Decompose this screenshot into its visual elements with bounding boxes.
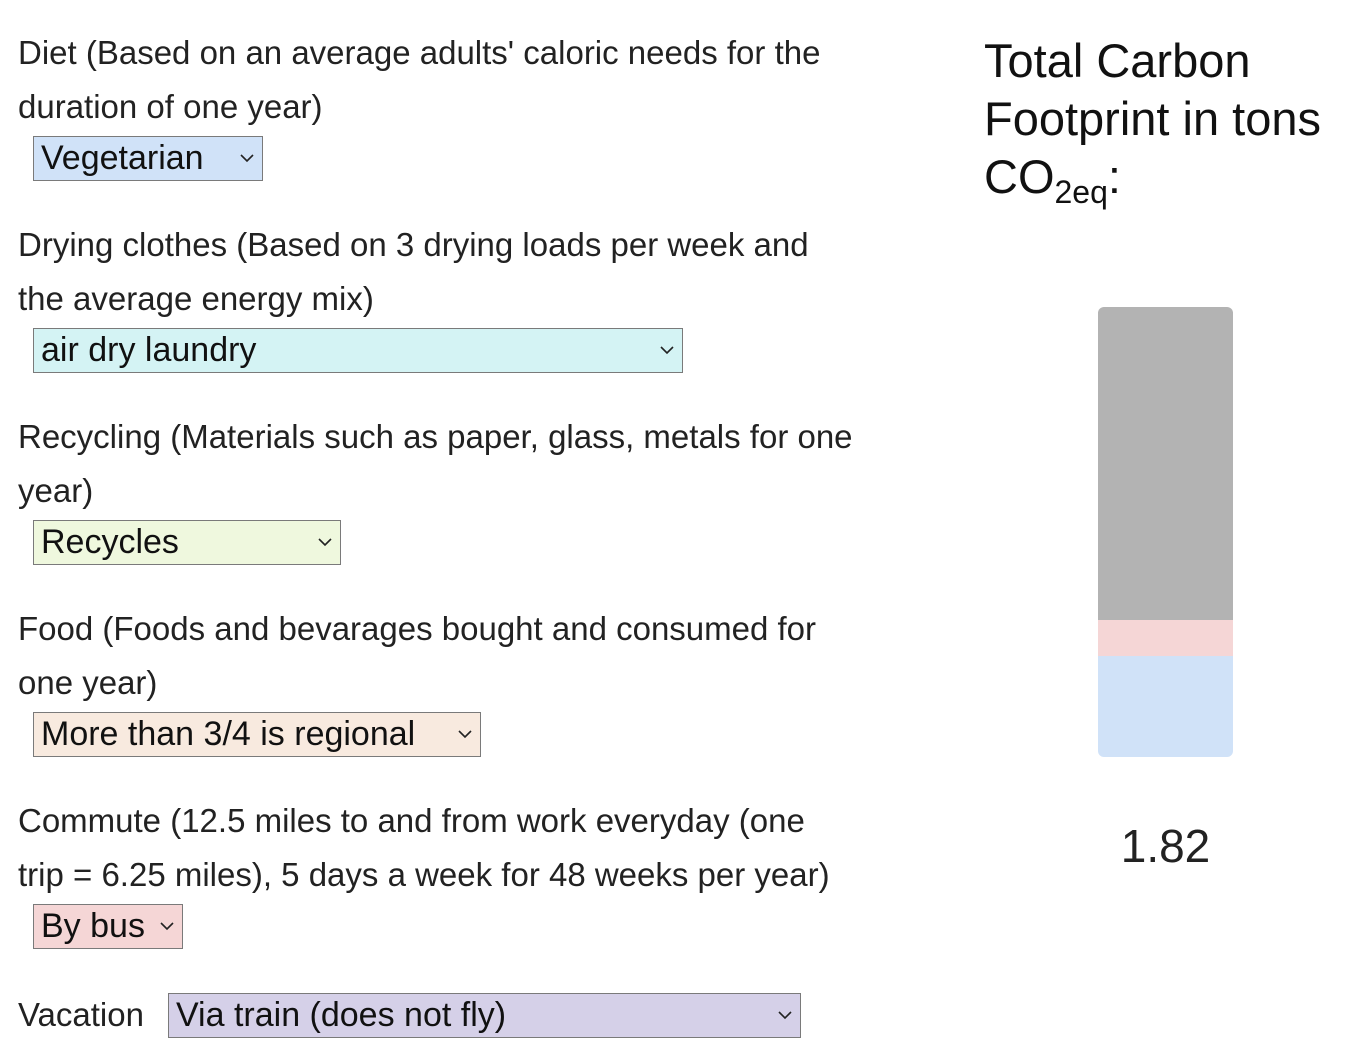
- bar-segment-commute: [1098, 620, 1233, 656]
- question-diet: Diet (Based on an average adults' calori…: [18, 26, 948, 181]
- total-title: Total Carbon Footprint in tons CO2eq:: [984, 32, 1344, 208]
- question-vacation: Vacation Via train (does not fly): [18, 988, 801, 1042]
- question-commute: Commute (12.5 miles to and from work eve…: [18, 794, 948, 949]
- chevron-down-icon: [458, 727, 472, 741]
- total-title-co: CO: [984, 150, 1055, 203]
- vacation-label: Vacation: [18, 996, 144, 1033]
- drying-label-line2: the average energy mix): [18, 280, 374, 317]
- commute-label-line1: Commute (12.5 miles to and from work eve…: [18, 802, 805, 839]
- total-value: 1.82: [1120, 820, 1211, 872]
- drying-label: Drying clothes (Based on 3 drying loads …: [18, 218, 948, 326]
- recycling-label-line2: year): [18, 472, 94, 509]
- chevron-down-icon: [318, 535, 332, 549]
- chevron-down-icon: [240, 151, 254, 165]
- total-panel: Total Carbon Footprint in tons CO2eq:: [984, 32, 1344, 208]
- recycling-label: Recycling (Materials such as paper, glas…: [18, 410, 948, 518]
- chevron-down-icon: [160, 919, 174, 933]
- diet-label-line1: Diet (Based on an average adults' calori…: [18, 34, 821, 71]
- question-food: Food (Foods and bevarages bought and con…: [18, 602, 948, 757]
- commute-select[interactable]: By bus: [33, 904, 183, 949]
- drying-select-value: air dry laundry: [41, 331, 257, 369]
- total-title-subscript: 2eq: [1054, 174, 1108, 210]
- commute-label-line2: trip = 6.25 miles), 5 days a week for 48…: [18, 856, 830, 893]
- question-drying: Drying clothes (Based on 3 drying loads …: [18, 218, 948, 373]
- chevron-down-icon: [660, 343, 674, 357]
- bar-segment-diet: [1098, 656, 1233, 757]
- diet-select[interactable]: Vegetarian: [33, 136, 263, 181]
- question-recycling: Recycling (Materials such as paper, glas…: [18, 410, 948, 565]
- recycling-label-line1: Recycling (Materials such as paper, glas…: [18, 418, 853, 455]
- recycling-select[interactable]: Recycles: [33, 520, 341, 565]
- commute-select-value: By bus: [41, 907, 145, 945]
- recycling-select-value: Recycles: [41, 523, 179, 561]
- diet-select-value: Vegetarian: [41, 139, 204, 177]
- bar-segment-remaining: [1098, 307, 1233, 620]
- chevron-down-icon: [778, 1008, 792, 1022]
- commute-label: Commute (12.5 miles to and from work eve…: [18, 794, 948, 902]
- total-title-line2: Footprint in tons: [984, 92, 1322, 145]
- footprint-bar: [1098, 307, 1233, 757]
- diet-label: Diet (Based on an average adults' calori…: [18, 26, 948, 134]
- food-select-value: More than 3/4 is regional: [41, 715, 416, 753]
- drying-label-line1: Drying clothes (Based on 3 drying loads …: [18, 226, 809, 263]
- food-label-line2: one year): [18, 664, 158, 701]
- total-title-colon: :: [1107, 150, 1121, 203]
- food-label-line1: Food (Foods and bevarages bought and con…: [18, 610, 817, 647]
- food-label: Food (Foods and bevarages bought and con…: [18, 602, 948, 710]
- vacation-select-value: Via train (does not fly): [175, 995, 507, 1034]
- vacation-select[interactable]: Via train (does not fly): [167, 992, 801, 1038]
- drying-select[interactable]: air dry laundry: [33, 328, 683, 373]
- food-select[interactable]: More than 3/4 is regional: [33, 712, 481, 757]
- diet-label-line2: duration of one year): [18, 88, 323, 125]
- total-title-line1: Total Carbon: [984, 34, 1251, 87]
